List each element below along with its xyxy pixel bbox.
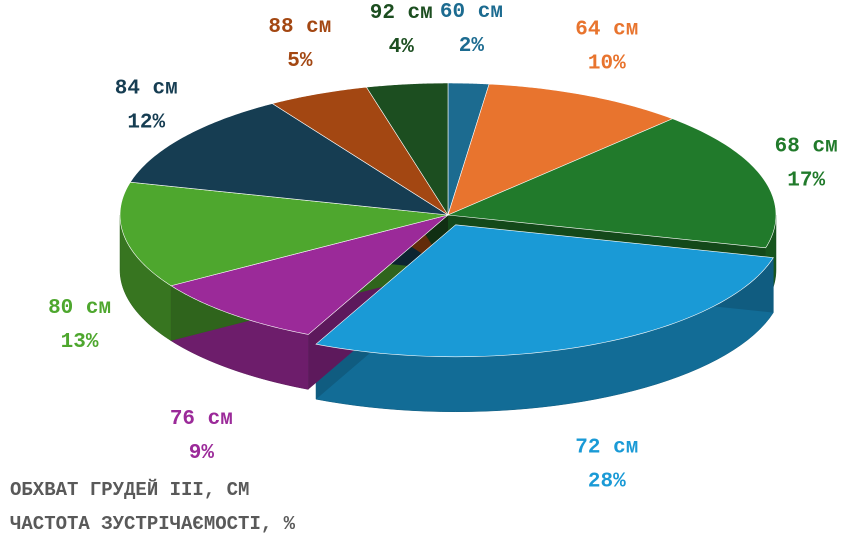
pie-slice bbox=[119, 181, 449, 287]
data-label-value: 13% bbox=[61, 331, 99, 354]
data-label-category: 80 см bbox=[48, 297, 111, 320]
pie-slice bbox=[447, 83, 674, 216]
data-label-value: 2% bbox=[459, 35, 485, 58]
data-label-value: 10% bbox=[588, 52, 626, 75]
data-label-value: 9% bbox=[189, 442, 215, 465]
data-label-value: 28% bbox=[588, 471, 626, 494]
pie-slice bbox=[315, 224, 774, 358]
data-label-value: 12% bbox=[127, 112, 165, 135]
data-label-category: 88 см bbox=[268, 16, 331, 39]
data-label-category: 64 см bbox=[575, 18, 638, 41]
category-axis-title: ОБХВАТ ГРУДЕЙ ІІІ, СМ bbox=[10, 479, 249, 501]
data-label-category: 60 см bbox=[440, 1, 503, 24]
data-label-value: 5% bbox=[287, 50, 313, 73]
pie-slice bbox=[129, 103, 449, 216]
data-label-category: 76 см bbox=[170, 408, 233, 431]
data-label-category: 72 см bbox=[575, 437, 638, 460]
data-label-category: 68 см bbox=[775, 135, 838, 158]
pie-slice bbox=[271, 86, 449, 216]
pie-slice bbox=[170, 214, 449, 335]
value-axis-title: ЧАСТОТА ЗУСТРІЧАЄМОСТІ, % bbox=[10, 513, 296, 535]
data-label-value: 4% bbox=[389, 36, 415, 59]
pie-slice bbox=[446, 118, 777, 249]
data-label-category: 84 см bbox=[115, 78, 178, 101]
pie-slice bbox=[365, 82, 449, 217]
data-label-value: 17% bbox=[787, 169, 825, 192]
slice-tops bbox=[119, 82, 777, 358]
data-label-category: 92 см bbox=[370, 2, 433, 25]
